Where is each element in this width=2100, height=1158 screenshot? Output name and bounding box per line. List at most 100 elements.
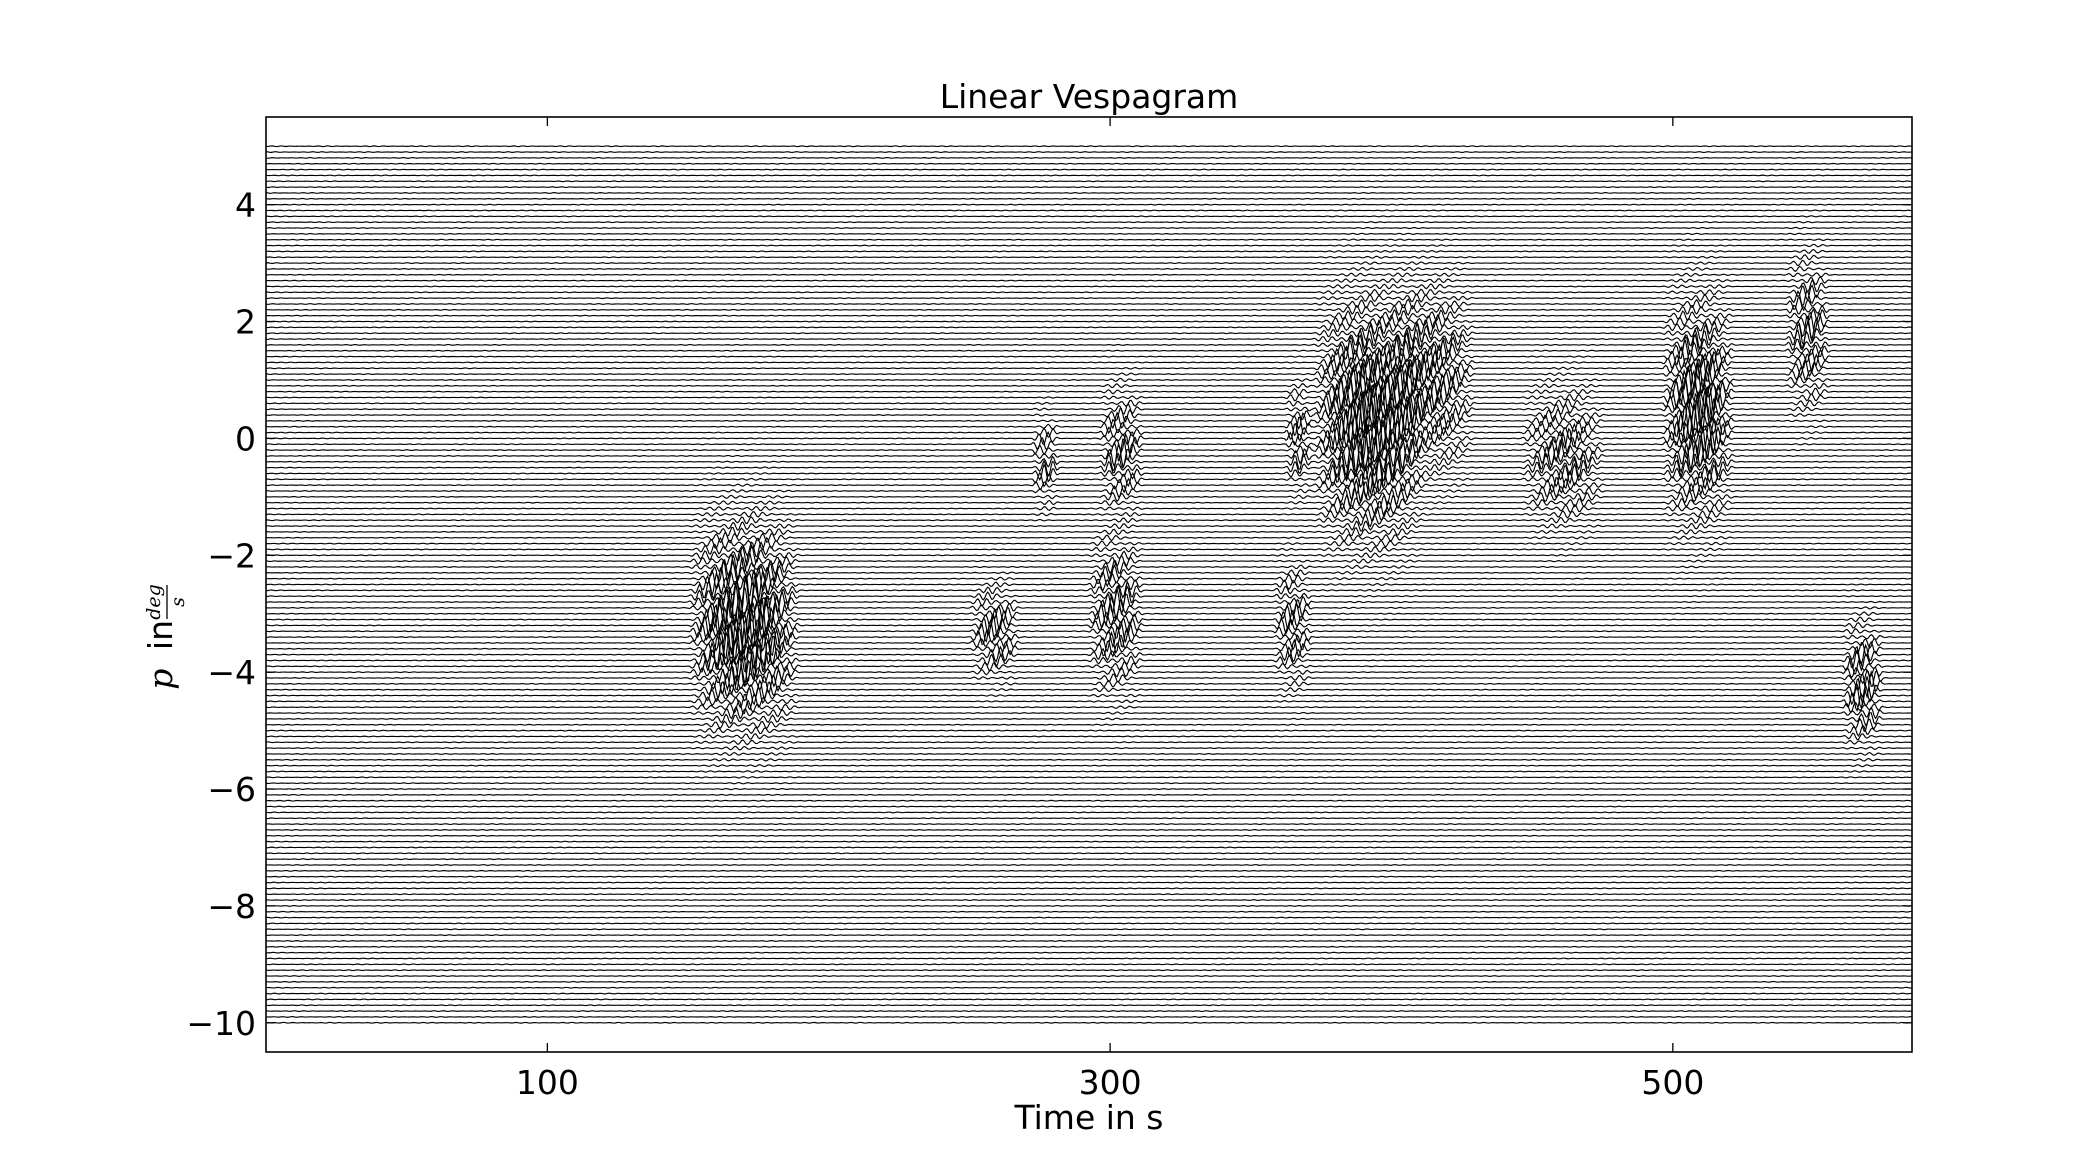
vespagram-trace — [266, 419, 1912, 459]
vespagram-trace — [266, 327, 1912, 352]
vespagram-trace — [266, 203, 1912, 206]
vespagram-trace — [266, 341, 1912, 371]
vespagram-trace — [266, 840, 1912, 843]
vespagram-trace — [266, 156, 1912, 159]
vespagram-trace — [266, 337, 1912, 366]
y-tick-label: −10 — [186, 1004, 256, 1043]
y-axis-ticks: 4 2 0 −2 −4 −6 −8 −10 — [186, 186, 1912, 1043]
vespagram-trace — [266, 699, 1912, 715]
vespagram-trace — [266, 577, 1912, 615]
vespagram-trace — [266, 712, 1912, 727]
vespagram-trace — [266, 394, 1912, 436]
vespagram-trace — [266, 969, 1912, 972]
vespagram-trace — [266, 676, 1912, 707]
vespagram-trace — [266, 387, 1912, 429]
svg-text:p in: p in — [141, 620, 180, 690]
vespagram-trace — [266, 186, 1912, 189]
vespagram-trace — [266, 238, 1912, 242]
vespagram-trace — [266, 799, 1912, 802]
vespagram-trace — [266, 781, 1912, 785]
vespagram-trace — [266, 232, 1912, 236]
vespagram-trace — [266, 881, 1912, 884]
vespagram-trace — [266, 559, 1912, 586]
vespagram-trace — [266, 632, 1912, 666]
y-tick-label: −4 — [207, 653, 256, 692]
vespagram-trace — [266, 875, 1912, 878]
vespagram-trace — [266, 401, 1912, 442]
vespagram-trace — [266, 910, 1912, 913]
vespagram-trace — [266, 145, 1912, 148]
vespagram-trace — [266, 793, 1912, 796]
vespagram-trace — [266, 764, 1912, 768]
trace-group — [266, 145, 1912, 1024]
vespagram-trace — [266, 980, 1912, 983]
vespagram-trace — [266, 162, 1912, 165]
vespagram-trace — [266, 940, 1912, 942]
vespagram-trace — [266, 541, 1912, 558]
vespagram-trace — [266, 751, 1912, 756]
x-axis-ticks: 100 300 500 — [516, 117, 1704, 1102]
plot-frame — [265, 116, 1913, 1053]
vespagram-trace — [266, 829, 1912, 831]
vespagram-trace — [266, 290, 1912, 308]
y-tick-label: 0 — [235, 419, 256, 458]
vespagram-trace — [266, 957, 1912, 960]
vespagram-trace — [266, 151, 1912, 153]
vespagram-trace — [266, 477, 1912, 504]
vespagram-trace — [266, 331, 1912, 358]
vespagram-trace — [266, 638, 1912, 672]
y-axis-label-numerator: deg — [143, 584, 165, 620]
vespagram-trace — [266, 572, 1912, 608]
y-tick-label: −6 — [207, 770, 256, 809]
vespagram-trace — [266, 899, 1912, 901]
vespagram-trace — [266, 858, 1912, 861]
vespagram-trace — [266, 663, 1912, 692]
vespagram-trace — [266, 623, 1912, 663]
vespagram-trace — [266, 209, 1912, 212]
x-axis-label: Time in s — [1013, 1098, 1163, 1137]
vespagram-trace — [266, 823, 1912, 826]
vespagram-trace — [266, 986, 1912, 989]
vespagram-trace — [266, 446, 1912, 479]
vespagram-trace — [266, 893, 1912, 896]
vespagram-trace — [266, 817, 1912, 820]
vespagram-trace — [266, 361, 1912, 398]
y-tick-label: −8 — [207, 887, 256, 926]
vespagram-trace — [266, 248, 1912, 254]
vespagram-trace — [266, 308, 1912, 325]
vespagram-trace — [266, 553, 1912, 580]
vespagram-trace — [266, 787, 1912, 791]
vespagram-trace — [266, 197, 1912, 200]
vespagram-trace — [266, 975, 1912, 977]
vespagram-trace — [266, 805, 1912, 808]
vespagram-trace — [266, 705, 1912, 720]
vespagram-trace — [266, 456, 1912, 487]
vespagram-trace — [266, 494, 1912, 513]
vespagram-trace — [266, 834, 1912, 837]
x-tick-label: 300 — [1079, 1063, 1142, 1102]
vespagram-trace — [266, 846, 1912, 849]
vespagram-trace — [266, 367, 1912, 404]
vespagram-trace — [266, 717, 1912, 733]
vespagram-trace — [266, 565, 1912, 593]
vespagram-trace — [266, 357, 1912, 392]
vespagram-trace — [266, 272, 1912, 278]
vespagram-trace — [266, 347, 1912, 377]
vespagram-trace — [266, 192, 1912, 194]
vespagram-trace — [266, 998, 1912, 1001]
vespagram-trace — [266, 506, 1912, 523]
vespagram-trace — [266, 609, 1912, 653]
vespagram-trace — [266, 279, 1912, 293]
vespagram-trace — [266, 548, 1912, 574]
vespagram-trace — [266, 513, 1912, 528]
vespagram-trace — [266, 604, 1912, 647]
chart-title: Linear Vespagram — [940, 77, 1239, 116]
vespagram-trace — [266, 526, 1912, 538]
vespagram-trace — [266, 438, 1912, 474]
vespagram-trace — [266, 407, 1912, 446]
vespagram-trace — [266, 412, 1912, 453]
vespagram-trace — [266, 582, 1912, 622]
vespagram-trace — [266, 352, 1912, 384]
vespagram-trace — [266, 928, 1912, 931]
